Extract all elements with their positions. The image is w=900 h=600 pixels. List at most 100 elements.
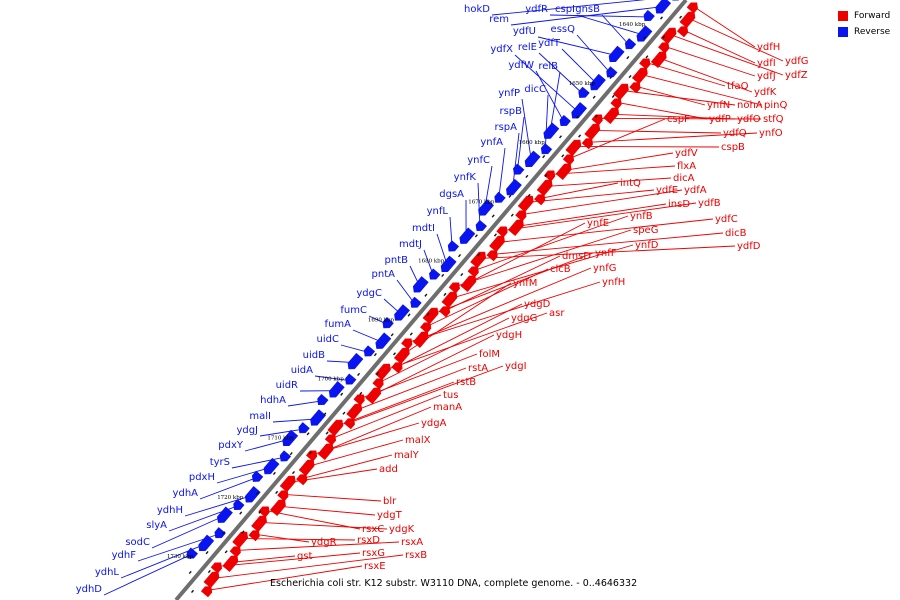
- gene-label-hokD[interactable]: hokD: [464, 4, 490, 15]
- gene-label-ydfU[interactable]: ydfU: [513, 26, 536, 37]
- gene-feature-speG[interactable]: [448, 282, 460, 294]
- gene-label-uidA[interactable]: uidA: [291, 365, 313, 376]
- gene-label-rsxC[interactable]: rsxC: [362, 524, 384, 535]
- gene-feature-nohA[interactable]: [612, 83, 629, 101]
- gene-label-uidB[interactable]: uidB: [303, 350, 325, 361]
- gene-feature-manA[interactable]: [317, 443, 334, 461]
- gene-feature-uidR[interactable]: [328, 380, 345, 398]
- gene-label-pinQ[interactable]: pinQ: [764, 100, 787, 111]
- gene-feature-mdtJ[interactable]: [429, 268, 441, 280]
- gene-feature-ydgJ[interactable]: [298, 422, 310, 434]
- gene-label-ydfZ[interactable]: ydfZ: [785, 70, 808, 81]
- gene-feature-pntA[interactable]: [410, 296, 422, 308]
- gene-label-stfQ[interactable]: stfQ: [763, 114, 784, 125]
- gene-label-rsxE[interactable]: rsxE: [364, 561, 386, 572]
- gene-feature-ydfW[interactable]: [559, 114, 571, 126]
- gene-label-gst[interactable]: gst: [297, 551, 313, 562]
- gene-feature-malY[interactable]: [296, 474, 308, 486]
- gene-label-malY[interactable]: malY: [394, 450, 420, 461]
- gene-feature-ydfP[interactable]: [610, 98, 622, 110]
- gene-feature-ydfH[interactable]: [686, 2, 698, 14]
- gene-feature-ydgK[interactable]: [251, 515, 267, 533]
- gene-label-ydhD[interactable]: ydhD: [76, 584, 103, 595]
- gene-label-ynfF[interactable]: ynfF: [595, 248, 617, 259]
- gene-feature-dicC[interactable]: [540, 143, 553, 155]
- gene-feature-ynfC[interactable]: [478, 199, 495, 216]
- gene-feature-folM[interactable]: [353, 394, 365, 406]
- gene-label-speG[interactable]: speG: [633, 225, 658, 236]
- gene-feature-ynfN[interactable]: [629, 82, 641, 94]
- gene-feature-uidC[interactable]: [363, 345, 376, 357]
- gene-label-ydgD[interactable]: ydgD: [524, 299, 551, 310]
- gene-label-slyA[interactable]: slyA: [146, 520, 167, 531]
- gene-label-pdxY[interactable]: pdxY: [218, 440, 244, 451]
- gene-label-ydfQ[interactable]: ydfQ: [723, 128, 747, 139]
- gene-feature-ydgT[interactable]: [269, 499, 286, 517]
- gene-feature-insD[interactable]: [507, 219, 524, 237]
- gene-label-cspB[interactable]: cspB: [721, 142, 745, 153]
- gene-label-ynfG[interactable]: ynfG: [593, 263, 617, 274]
- gene-label-ydfK[interactable]: ydfK: [754, 87, 777, 98]
- gene-label-ynfO[interactable]: ynfO: [759, 128, 783, 139]
- gene-feature-relE[interactable]: [578, 86, 590, 98]
- gene-label-ydfB[interactable]: ydfB: [698, 198, 721, 209]
- gene-feature-gst[interactable]: [222, 555, 239, 573]
- gene-label-dgsA[interactable]: dgsA: [439, 189, 464, 200]
- gene-label-relB[interactable]: relB: [538, 61, 558, 72]
- gene-label-dicA[interactable]: dicA: [673, 173, 695, 184]
- gene-feature-ynfL[interactable]: [447, 240, 460, 252]
- gene-feature-rem[interactable]: [655, 0, 672, 14]
- gene-feature-ydgI[interactable]: [343, 418, 355, 430]
- gene-label-ydhL[interactable]: ydhL: [95, 567, 120, 578]
- gene-label-ynfM[interactable]: ynfM: [513, 278, 537, 289]
- gene-label-essQ[interactable]: essQ: [551, 24, 576, 35]
- gene-label-ydfH[interactable]: ydfH: [757, 42, 780, 53]
- gene-label-ydfO[interactable]: ydfO: [737, 114, 761, 125]
- gene-label-rsxB[interactable]: rsxB: [405, 550, 427, 561]
- gene-label-rstB[interactable]: rstB: [456, 377, 476, 388]
- gene-feature-uidB[interactable]: [347, 352, 364, 370]
- gene-label-ynfN[interactable]: ynfN: [707, 100, 730, 111]
- gene-label-mdtJ[interactable]: mdtJ: [399, 239, 422, 250]
- gene-feature-rspA[interactable]: [506, 178, 522, 196]
- gene-label-ydfC[interactable]: ydfC: [715, 214, 738, 225]
- gene-feature-rsxG[interactable]: [210, 562, 222, 574]
- gene-feature-ynfG[interactable]: [412, 331, 429, 349]
- gene-label-malX[interactable]: malX: [405, 435, 431, 446]
- gene-label-ynfE[interactable]: ynfE: [587, 218, 609, 229]
- gene-label-malI[interactable]: malI: [249, 411, 271, 422]
- gene-label-ydhF[interactable]: ydhF: [112, 550, 137, 561]
- gene-label-ydgK[interactable]: ydgK: [389, 524, 415, 535]
- gene-label-rspB[interactable]: rspB: [499, 106, 522, 117]
- gene-feature-rsxB[interactable]: [203, 571, 220, 589]
- gene-label-ynfL[interactable]: ynfL: [427, 206, 449, 217]
- gene-label-ydfE[interactable]: ydfE: [656, 185, 678, 196]
- gene-label-rstA[interactable]: rstA: [468, 363, 488, 374]
- gene-label-pdxH[interactable]: pdxH: [189, 472, 215, 483]
- gene-label-rsxG[interactable]: rsxG: [362, 548, 385, 559]
- gene-feature-ydfQ[interactable]: [584, 123, 601, 141]
- gene-label-insD[interactable]: insD: [668, 199, 690, 210]
- gene-label-ydgR[interactable]: ydgR: [311, 537, 337, 548]
- gene-feature-ydgG[interactable]: [372, 378, 384, 390]
- gene-feature-relB[interactable]: [543, 122, 560, 139]
- gene-label-dicB[interactable]: dicB: [725, 228, 747, 239]
- gene-label-ydfV[interactable]: ydfV: [675, 148, 698, 159]
- gene-feature-tyrS[interactable]: [279, 450, 292, 462]
- gene-label-ydfW[interactable]: ydfW: [508, 60, 534, 71]
- gene-feature-mdtI[interactable]: [440, 255, 457, 273]
- gene-feature-ydfK[interactable]: [650, 51, 667, 69]
- gene-feature-ynfK[interactable]: [475, 219, 488, 231]
- gene-label-ydfP[interactable]: ydfP: [709, 114, 731, 125]
- gene-label-ynfH[interactable]: ynfH: [602, 277, 625, 288]
- gene-label-ydgJ[interactable]: ydgJ: [236, 425, 258, 436]
- gene-label-tfaQ[interactable]: tfaQ: [727, 81, 749, 92]
- gene-label-ydfX[interactable]: ydfX: [490, 44, 513, 55]
- gene-feature-cspI[interactable]: [636, 25, 653, 42]
- gene-feature-pdxY[interactable]: [282, 429, 299, 447]
- gene-label-ydfI[interactable]: ydfI: [757, 58, 776, 69]
- gene-feature-ydfU[interactable]: [608, 45, 625, 63]
- gene-feature-ydfC[interactable]: [489, 235, 505, 253]
- gene-feature-ydfV[interactable]: [555, 163, 572, 181]
- gene-feature-rspB[interactable]: [513, 163, 525, 175]
